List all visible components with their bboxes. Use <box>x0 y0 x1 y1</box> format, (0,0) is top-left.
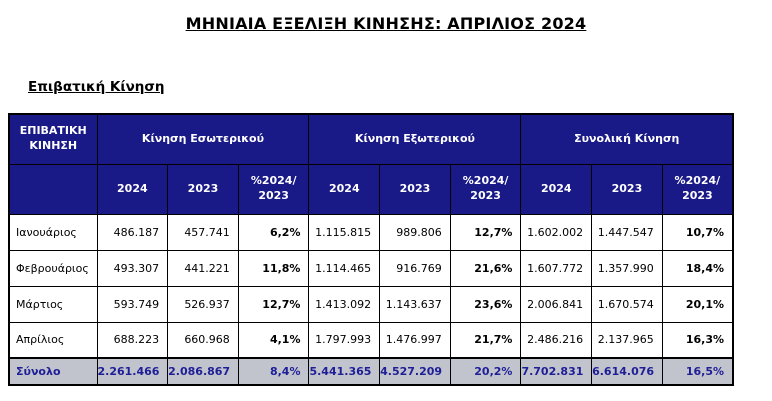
section-heading: Επιβατική Κίνηση <box>28 79 165 95</box>
group-header-total: Συνολική Κίνηση <box>520 113 734 165</box>
percent-cell: 10,7% <box>661 213 734 251</box>
percent-cell: 16,3% <box>661 321 734 359</box>
subheader-pct: %2024/ 2023 <box>237 163 310 215</box>
value-cell: 486.187 <box>96 213 169 251</box>
value-cell: 2.486.216 <box>520 321 593 359</box>
value-cell: 1.476.997 <box>379 321 451 359</box>
group-header-row: ΕΠΙΒΑΤΙΚΗ ΚΙΝΗΣΗ Κίνηση Εσωτερικού Κίνησ… <box>8 113 734 165</box>
month-cell: Ιανουάριος <box>8 213 98 251</box>
table-row: Φεβρουάριος 493.307 441.221 11,8% 1.114.465 9… <box>8 249 734 287</box>
value-cell: 1.114.465 <box>308 249 381 287</box>
total-row: Σύνολο 2.261.466 2.086.867 8,4% 5.441.365 4.5… <box>8 357 734 386</box>
subheader-2024: 2024 <box>520 163 593 215</box>
corner-header-cell: ΕΠΙΒΑΤΙΚΗ ΚΙΝΗΣΗ <box>8 113 98 165</box>
value-cell: 593.749 <box>96 285 169 323</box>
value-cell: 1.447.547 <box>591 213 663 251</box>
subheader-2023: 2023 <box>379 163 451 215</box>
value-cell: 1.115.815 <box>308 213 381 251</box>
value-cell: 1.413.092 <box>308 285 381 323</box>
percent-cell: 8,4% <box>237 357 310 386</box>
value-cell: 6.614.076 <box>591 357 663 386</box>
value-cell: 7.702.831 <box>520 357 593 386</box>
table-body: Ιανουάριος 486.187 457.741 6,2% 1.115.815 989… <box>8 213 734 386</box>
table-row: Μάρτιος 593.749 526.937 12,7% 1.413.092 1.143… <box>8 285 734 323</box>
value-cell: 1.143.637 <box>379 285 451 323</box>
percent-cell: 18,4% <box>661 249 734 287</box>
table-row: Ιανουάριος 486.187 457.741 6,2% 1.115.815 989… <box>8 213 734 251</box>
percent-cell: 4,1% <box>237 321 310 359</box>
value-cell: 441.221 <box>167 249 239 287</box>
group-header-international: Κίνηση Εξωτερικού <box>308 113 522 165</box>
percent-cell: 11,8% <box>237 249 310 287</box>
month-cell: Φεβρουάριος <box>8 249 98 287</box>
value-cell: 2.086.867 <box>167 357 239 386</box>
total-label-cell: Σύνολο <box>8 357 98 386</box>
corner-header-empty-cell <box>8 163 98 215</box>
subheader-2024: 2024 <box>308 163 381 215</box>
percent-cell: 16,5% <box>661 357 734 386</box>
page-title: ΜΗΝΙΑΙΑ ΕΞΕΛΙΞΗ ΚΙΝΗΣΗΣ: ΑΠΡΙΛΙΟΣ 2024 <box>185 14 587 33</box>
value-cell: 457.741 <box>167 213 239 251</box>
value-cell: 688.223 <box>96 321 169 359</box>
percent-cell: 20,2% <box>449 357 522 386</box>
value-cell: 493.307 <box>96 249 169 287</box>
value-cell: 660.968 <box>167 321 239 359</box>
value-cell: 5.441.365 <box>308 357 381 386</box>
percent-cell: 21,7% <box>449 321 522 359</box>
value-cell: 989.806 <box>379 213 451 251</box>
subheader-2024: 2024 <box>96 163 169 215</box>
passenger-traffic-table: ΕΠΙΒΑΤΙΚΗ ΚΙΝΗΣΗ Κίνηση Εσωτερικού Κίνησ… <box>8 113 734 386</box>
value-cell: 2.006.841 <box>520 285 593 323</box>
subheader-pct: %2024/ 2023 <box>661 163 734 215</box>
value-cell: 526.937 <box>167 285 239 323</box>
value-cell: 1.357.990 <box>591 249 663 287</box>
value-cell: 1.602.002 <box>520 213 593 251</box>
percent-cell: 6,2% <box>237 213 310 251</box>
sub-header-row: 2024 2023 %2024/ 2023 2024 2023 %2024/ 2… <box>8 163 734 215</box>
value-cell: 4.527.209 <box>379 357 451 386</box>
percent-cell: 23,6% <box>449 285 522 323</box>
value-cell: 2.137.965 <box>591 321 663 359</box>
month-cell: Μάρτιος <box>8 285 98 323</box>
value-cell: 1.797.993 <box>308 321 381 359</box>
value-cell: 1.607.772 <box>520 249 593 287</box>
value-cell: 1.670.574 <box>591 285 663 323</box>
value-cell: 916.769 <box>379 249 451 287</box>
subheader-2023: 2023 <box>591 163 663 215</box>
percent-cell: 21,6% <box>449 249 522 287</box>
percent-cell: 12,7% <box>237 285 310 323</box>
table-row: Απρίλιος 688.223 660.968 4,1% 1.797.993 1.476… <box>8 321 734 359</box>
table-header: ΕΠΙΒΑΤΙΚΗ ΚΙΝΗΣΗ Κίνηση Εσωτερικού Κίνησ… <box>8 113 734 215</box>
percent-cell: 12,7% <box>449 213 522 251</box>
value-cell: 2.261.466 <box>96 357 169 386</box>
group-header-domestic: Κίνηση Εσωτερικού <box>96 113 310 165</box>
month-cell: Απρίλιος <box>8 321 98 359</box>
subheader-pct: %2024/ 2023 <box>449 163 522 215</box>
subheader-2023: 2023 <box>167 163 239 215</box>
percent-cell: 20,1% <box>661 285 734 323</box>
